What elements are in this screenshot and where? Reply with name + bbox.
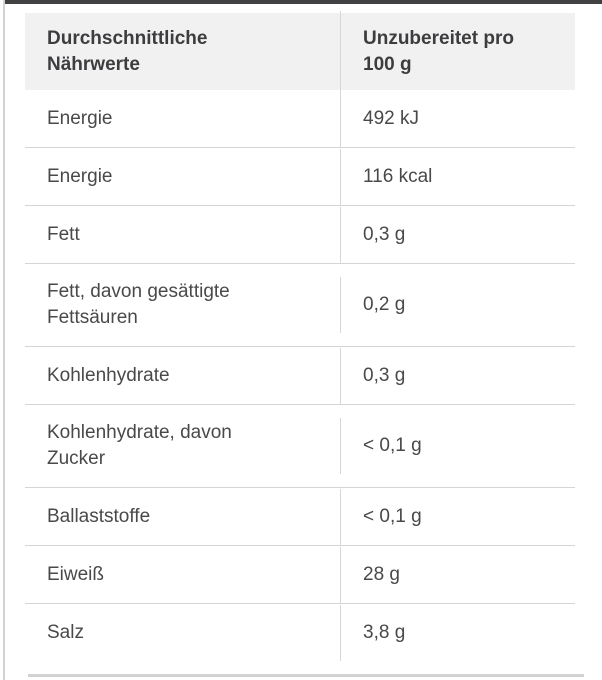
header-nutrients-column: Durchschnittliche Nährwerte bbox=[25, 11, 340, 93]
table-row: Fett, davon gesättigte Fettsäuren 0,2 g bbox=[25, 264, 575, 347]
nutrient-value-cell: 116 kcal bbox=[340, 148, 575, 205]
nutrient-value: 28 g bbox=[363, 563, 400, 585]
nutrient-name: Fett bbox=[47, 223, 80, 245]
table-row: Salz 3,8 g bbox=[25, 604, 575, 662]
table-row: Fett 0,3 g bbox=[25, 206, 575, 264]
nutrient-value: 492 kJ bbox=[363, 107, 419, 129]
nutrient-value: 0,3 g bbox=[363, 364, 406, 386]
top-dark-strip bbox=[5, 0, 602, 4]
table-row: Energie 492 kJ bbox=[25, 90, 575, 148]
nutrient-name-cell: Fett bbox=[25, 207, 340, 263]
bottom-gray-strip bbox=[28, 674, 584, 677]
nutrient-name: Eiweiß bbox=[47, 563, 105, 585]
nutrient-value-cell: 0,2 g bbox=[340, 277, 575, 333]
table-row: Energie 116 kcal bbox=[25, 148, 575, 206]
nutrient-name-cell: Energie bbox=[25, 149, 340, 205]
table-header-row: Durchschnittliche Nährwerte Unzubereitet… bbox=[25, 10, 575, 93]
nutrient-value-cell: 492 kJ bbox=[340, 90, 575, 147]
nutrient-value: 0,2 g bbox=[363, 294, 406, 315]
nutrient-name: Fett, davon gesättigte Fettsäuren bbox=[47, 281, 230, 328]
nutrient-value-cell: < 0,1 g bbox=[340, 488, 575, 545]
nutrient-name-cell: Energie bbox=[25, 91, 340, 147]
nutrient-name-cell: Kohlenhydrate, davon Zucker bbox=[25, 405, 340, 487]
nutrient-name: Kohlenhydrate, davon Zucker bbox=[47, 422, 232, 469]
table-row: Kohlenhydrate, davon Zucker < 0,1 g bbox=[25, 405, 575, 488]
nutrient-value-cell: 0,3 g bbox=[340, 347, 575, 404]
nutrient-name: Energie bbox=[47, 165, 113, 187]
header-per100g-label: Unzubereitet pro 100 g bbox=[363, 27, 514, 75]
nutrient-name: Ballaststoffe bbox=[47, 505, 151, 527]
nutrient-value-cell: 3,8 g bbox=[340, 605, 575, 661]
nutrient-value-cell: < 0,1 g bbox=[340, 418, 575, 474]
nutrient-name-cell: Eiweiß bbox=[25, 547, 340, 603]
nutrient-name: Kohlenhydrate bbox=[47, 364, 170, 386]
header-nutrients-label: Durchschnittliche Nährwerte bbox=[47, 27, 208, 75]
nutrient-name-cell: Kohlenhydrate bbox=[25, 348, 340, 404]
nutrient-value-cell: 28 g bbox=[340, 546, 575, 603]
table-row: Ballaststoffe < 0,1 g bbox=[25, 488, 575, 546]
table-row: Kohlenhydrate 0,3 g bbox=[25, 347, 575, 405]
nutrient-value: 116 kcal bbox=[363, 165, 433, 187]
nutrient-name: Energie bbox=[47, 107, 113, 129]
nutrient-value: 3,8 g bbox=[363, 622, 406, 643]
table-row: Eiweiß 28 g bbox=[25, 546, 575, 604]
nutrition-table: Durchschnittliche Nährwerte Unzubereitet… bbox=[25, 10, 575, 662]
nutrient-value: < 0,1 g bbox=[363, 435, 422, 456]
table-body: Energie 492 kJ Energie 116 kcal Fett 0,3… bbox=[25, 90, 575, 662]
nutrient-value: < 0,1 g bbox=[363, 505, 422, 527]
nutrient-value-cell: 0,3 g bbox=[340, 206, 575, 263]
nutrient-value: 0,3 g bbox=[363, 223, 406, 245]
header-per100g-column: Unzubereitet pro 100 g bbox=[340, 10, 575, 93]
nutrient-name-cell: Ballaststoffe bbox=[25, 489, 340, 545]
nutrient-name-cell: Salz bbox=[25, 605, 340, 661]
nutrient-name-cell: Fett, davon gesättigte Fettsäuren bbox=[25, 264, 340, 346]
nutrient-name: Salz bbox=[47, 622, 84, 643]
left-page-line bbox=[3, 0, 5, 680]
